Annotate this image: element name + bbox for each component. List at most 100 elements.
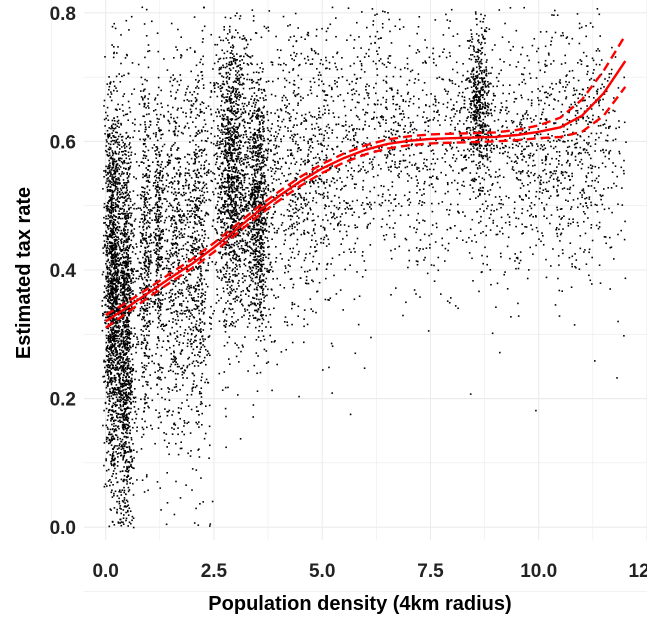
scatter-point [107,414,110,417]
scatter-point [142,186,145,189]
scatter-point [129,287,132,289]
scatter-point [108,337,111,340]
scatter-point [144,402,146,405]
scatter-point [123,452,125,454]
scatter-point [177,315,179,318]
scatter-point [112,221,115,223]
scatter-point [209,316,211,318]
scatter-point [119,489,121,491]
scatter-point [184,181,187,184]
scatter-point [189,244,192,247]
scatter-point [155,132,157,134]
scatter-point [108,88,110,91]
scatter-point [107,327,109,330]
scatter-point [123,271,126,273]
scatter-point [127,420,129,422]
scatter-point [113,446,115,448]
scatter-point [194,223,196,225]
scatter-point [105,348,107,351]
scatter-point [117,265,120,267]
scatter-point [235,126,237,129]
scatter-point [202,126,205,128]
scatter-point [113,287,116,290]
scatter-point [122,359,124,361]
scatter-point [113,279,115,282]
scatter-point [114,401,117,404]
scatter-point [120,242,123,245]
scatter-point [198,324,200,327]
scatter-point [116,52,118,54]
scatter-point [112,208,114,210]
scatter-point [161,346,164,348]
scatter-point [177,210,180,212]
scatter-point [160,247,162,250]
scatter-point [235,320,237,323]
scatter-point [134,333,136,335]
scatter-point [114,219,116,221]
scatter-point [199,175,202,177]
scatter-point [178,292,180,294]
scatter-point [125,132,128,134]
scatter-point [117,389,120,392]
scatter-point [108,170,111,172]
scatter-point [124,256,126,259]
scatter-point [109,302,112,304]
scatter-point [128,297,131,300]
scatter-point [113,507,116,509]
scatter-point [127,236,130,238]
scatter-point [185,112,187,114]
scatter-point [127,361,129,363]
scatter-point [121,489,124,491]
scatter-point [200,164,203,167]
scatter-point [170,363,173,366]
scatter-point [108,267,111,269]
scatter-point [107,316,110,319]
scatter-point [187,199,190,201]
scatter-point [119,383,122,385]
scatter-point [171,305,173,307]
scatter-point [106,178,108,180]
scatter-point [109,245,112,248]
scatter-point [171,326,173,329]
scatter-point [156,264,159,267]
scatter-point [114,136,117,139]
scatter-point [115,140,117,143]
scatter-point [161,328,163,330]
scatter-point [205,378,208,381]
scatter-point [205,153,208,156]
scatter-point [111,222,114,224]
scatter-point [201,274,203,277]
scatter-point [177,157,180,160]
scatter-point [111,333,114,336]
scatter-point [108,241,111,244]
scatter-point [119,233,122,235]
scatter-point [119,359,121,361]
scatter-point [122,358,124,360]
scatter-point [205,349,207,351]
scatter-point [157,376,160,378]
scatter-point [121,272,124,275]
scatter-point [125,221,127,223]
scatter-point [159,170,162,172]
scatter-point [111,192,114,194]
scatter-point [169,365,172,368]
scatter-point [142,226,144,229]
scatter-point [106,238,109,240]
scatter-point [116,335,119,337]
scatter-point [127,217,129,220]
scatter-point [179,208,182,211]
scatter-point [143,316,145,318]
scatter-point [130,390,132,392]
scatter-point [127,151,130,154]
scatter-point [200,376,203,378]
scatter-point [106,419,109,421]
scatter-point [114,184,116,187]
scatter-point [201,321,204,323]
scatter-point [194,97,197,99]
scatter-point [124,331,127,333]
scatter-point [113,272,115,274]
scatter-point [127,399,129,401]
scatter-point [177,28,179,31]
scatter-point [118,280,120,283]
scatter-point [147,159,149,161]
